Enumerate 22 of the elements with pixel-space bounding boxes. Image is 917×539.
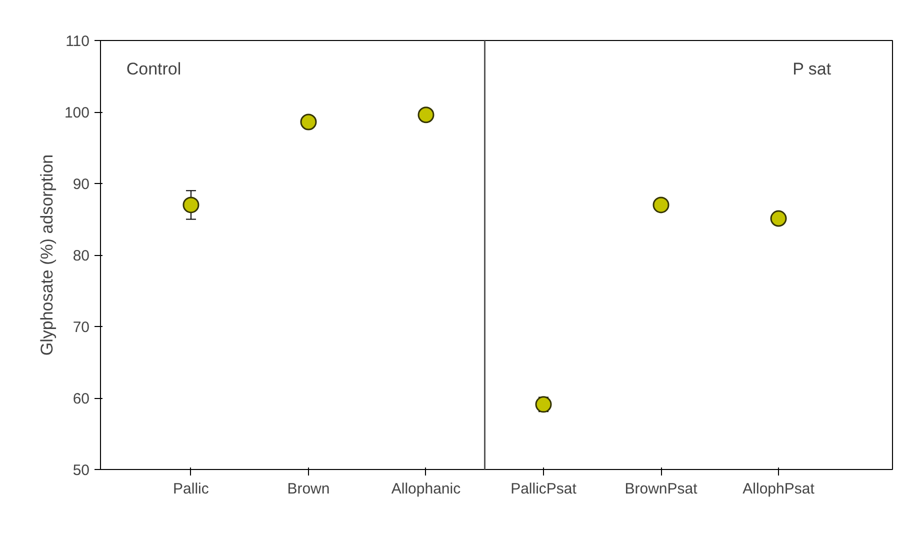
y-tick-label: 100	[64, 104, 90, 122]
y-tick-label: 80	[72, 248, 90, 264]
x-tick-label: BrownPsat	[624, 480, 698, 498]
y-tick-label: 90	[72, 176, 90, 193]
point	[652, 196, 670, 214]
y-tick-label: 70	[72, 319, 90, 336]
point	[300, 114, 317, 130]
x-tick-label: Brown	[287, 480, 330, 498]
x-tick-label: PallicPsat	[510, 480, 578, 498]
point	[418, 106, 434, 124]
point	[770, 210, 787, 227]
y-tick-label: 60	[72, 390, 90, 408]
point	[535, 396, 552, 413]
annotation: Control	[126, 60, 182, 78]
y-axis-title: Glyphosate (%) adsorption	[37, 154, 56, 356]
y-tick-label: 110	[66, 33, 90, 50]
y-tick-label: 50	[72, 462, 90, 479]
x-tick-label: AllophPsat	[742, 480, 816, 498]
annotation: P sat	[792, 60, 832, 78]
x-tick-label: Allophanic	[391, 480, 462, 498]
point	[182, 196, 200, 214]
x-tick-label: Pallic	[173, 480, 210, 498]
